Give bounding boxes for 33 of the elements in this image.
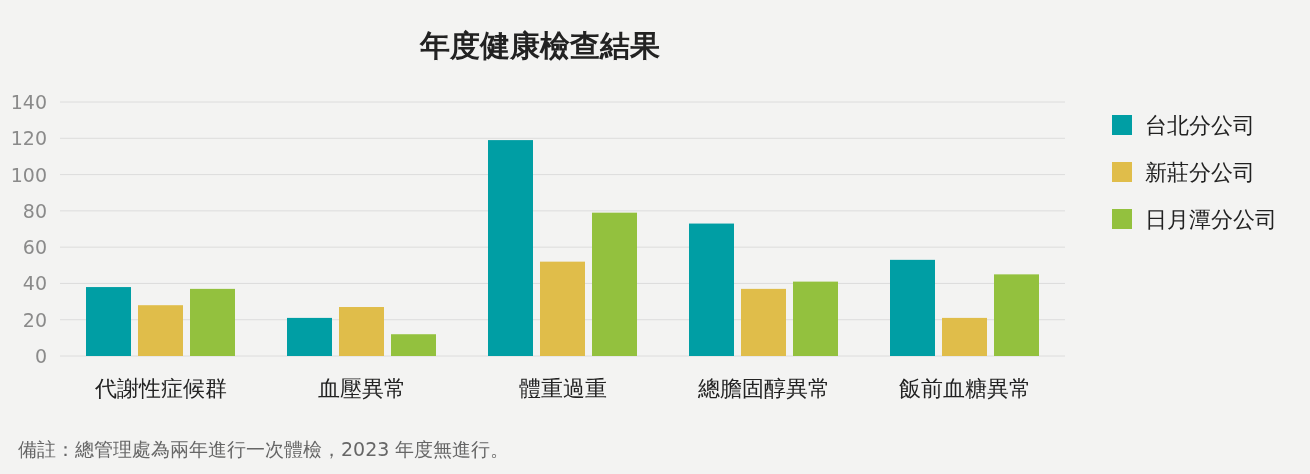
y-tick-label: 20 (22, 308, 47, 331)
bar (592, 212, 637, 356)
bar (339, 307, 384, 356)
bar (190, 288, 235, 356)
y-tick-label: 100 (10, 163, 47, 186)
legend-label: 日月潭分公司 (1145, 207, 1277, 232)
y-tick-label: 140 (10, 91, 47, 113)
y-tick-label: 0 (34, 345, 47, 367)
legend-label: 新莊分公司 (1145, 160, 1255, 185)
bar (793, 281, 838, 356)
bar (138, 305, 183, 356)
bar (741, 288, 786, 356)
x-tick-label: 體重過重 (518, 376, 607, 401)
bar (994, 274, 1039, 356)
x-tick-label: 飯前血糖異常 (898, 376, 1031, 401)
y-tick-label: 80 (22, 199, 47, 222)
y-tick-label: 40 (22, 272, 47, 295)
y-tick-label: 120 (10, 127, 47, 150)
x-tick-label: 血壓異常 (317, 376, 406, 401)
bar (488, 140, 533, 356)
y-tick-label: 60 (22, 236, 47, 259)
bar (890, 259, 935, 356)
bar (540, 261, 585, 356)
bar (942, 317, 987, 356)
legend-label: 台北分公司 (1145, 113, 1255, 138)
bar (391, 334, 436, 356)
text: 備註：總管理處為兩年進行一次體檢，2023 年度無進行。 (18, 438, 510, 460)
chart-title: 年度健康檢查結果 (419, 28, 660, 63)
bar (689, 223, 734, 356)
bar (287, 317, 332, 356)
bar (86, 287, 131, 356)
x-tick-label: 代謝性症候群 (93, 376, 227, 401)
x-tick-label: 總膽固醇異常 (696, 376, 830, 401)
